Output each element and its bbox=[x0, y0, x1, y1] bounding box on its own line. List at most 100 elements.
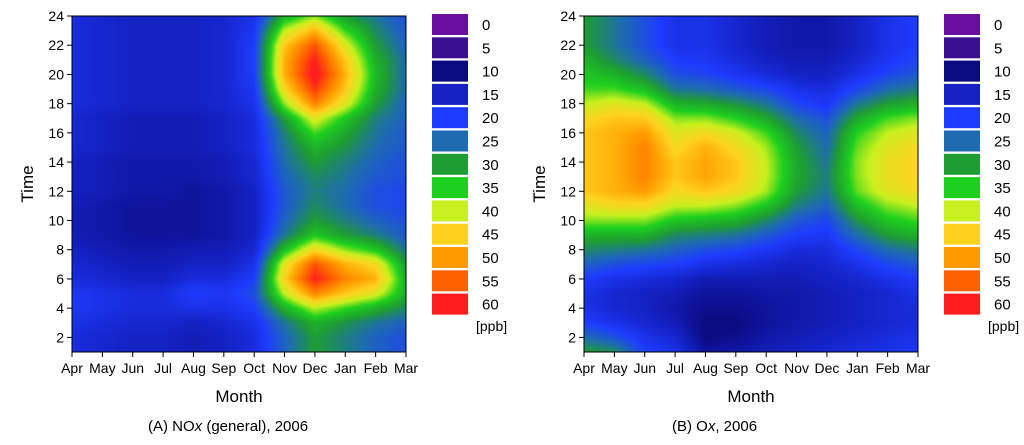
nox-legend-swatch bbox=[432, 60, 468, 82]
nox-legend-swatch bbox=[432, 130, 468, 152]
ox-x-tick-label: Nov bbox=[784, 360, 809, 376]
nox-legend-label: 5 bbox=[482, 40, 490, 57]
ox-y-tick-label: 22 bbox=[560, 37, 576, 53]
nox-heatmap-field bbox=[72, 16, 406, 352]
nox-x-tick-label: Jun bbox=[121, 360, 144, 376]
nox-y-tick-label: 8 bbox=[56, 242, 64, 258]
ox-x-tick-label: Jun bbox=[633, 360, 656, 376]
nox-x-tick-label: Sep bbox=[211, 360, 236, 376]
ox-legend-label: 40 bbox=[994, 203, 1011, 220]
ox-y-tick-label: 8 bbox=[568, 242, 576, 258]
nox-x-tick-label: Oct bbox=[243, 360, 265, 376]
ox-legend-label: 5 bbox=[994, 40, 1002, 57]
nox-legend-label: 10 bbox=[482, 64, 499, 81]
ox-legend-label: 20 bbox=[994, 110, 1011, 127]
ox-y-tick-label: 2 bbox=[568, 329, 576, 345]
ox-y-tick-label: 24 bbox=[560, 8, 576, 24]
ox-legend-swatch bbox=[944, 153, 980, 175]
nox-plot-frame bbox=[71, 15, 407, 353]
nox-y-tick-label: 6 bbox=[56, 271, 64, 287]
ox-legend-label: 30 bbox=[994, 157, 1011, 174]
nox-legend-swatch bbox=[432, 293, 468, 315]
nox-y-tick-label: 20 bbox=[48, 66, 64, 82]
ox-y-tick-label: 16 bbox=[560, 125, 576, 141]
ox-legend-label: 55 bbox=[994, 273, 1011, 290]
ox-y-tick-label: 10 bbox=[560, 213, 576, 229]
ox-legend-swatch bbox=[944, 107, 980, 129]
nox-x-tick-label: Nov bbox=[272, 360, 297, 376]
ox-y-tick-label: 6 bbox=[568, 271, 576, 287]
nox-x-tick-label: Mar bbox=[394, 360, 418, 376]
ox-legend-label: 25 bbox=[994, 134, 1011, 151]
nox-legend-label: 55 bbox=[482, 273, 499, 290]
nox-legend-swatch bbox=[432, 247, 468, 268]
nox-x-axis-label: Month bbox=[215, 387, 262, 406]
nox-legend-label: 40 bbox=[482, 203, 499, 220]
ox-x-axis-label: Month bbox=[727, 387, 774, 406]
nox-legend-swatch bbox=[432, 83, 468, 105]
nox-y-tick-label: 18 bbox=[48, 96, 64, 112]
nox-legend-swatch bbox=[432, 177, 468, 199]
ox-legend-label: 15 bbox=[994, 87, 1011, 104]
ox-legend-swatch bbox=[944, 293, 980, 315]
ox-x-tick-label: Jan bbox=[846, 360, 869, 376]
nox-legend-label: 25 bbox=[482, 134, 499, 151]
nox-y-tick-label: 12 bbox=[48, 183, 64, 199]
nox-legend-label: 50 bbox=[482, 250, 499, 267]
ox-x-tick-label: Oct bbox=[755, 360, 777, 376]
nox-y-tick-label: 16 bbox=[48, 125, 64, 141]
ox-y-tick-label: 20 bbox=[560, 66, 576, 82]
ox-x-tick-label: Dec bbox=[814, 360, 839, 376]
nox-x-tick-label: Apr bbox=[61, 360, 83, 376]
ox-legend-label: 35 bbox=[994, 180, 1011, 197]
nox-y-tick-label: 2 bbox=[56, 329, 64, 345]
ox-x-tick-label: May bbox=[601, 360, 627, 376]
nox-x-tick-label: Jul bbox=[154, 360, 172, 376]
ox-y-axis-label: Time bbox=[530, 165, 549, 202]
nox-legend-swatch bbox=[432, 223, 468, 245]
ox-legend-swatch bbox=[944, 130, 980, 152]
nox-x-tick-label: May bbox=[89, 360, 115, 376]
ox-legend-label: 45 bbox=[994, 227, 1011, 244]
nox-legend-label: 30 bbox=[482, 157, 499, 174]
ox-legend-unit: [ppb] bbox=[988, 318, 1019, 334]
ox-heatmap-field bbox=[584, 16, 918, 352]
nox-x-tick-label: Dec bbox=[302, 360, 327, 376]
nox-legend-label: 15 bbox=[482, 87, 499, 104]
nox-x-tick-label: Jan bbox=[334, 360, 357, 376]
nox-chart-caption: (A) NOx (general), 2006 bbox=[148, 418, 309, 435]
nox-legend-label: 0 bbox=[482, 17, 490, 34]
ox-legend-label: 10 bbox=[994, 64, 1011, 81]
ox-legend-swatch bbox=[944, 177, 980, 199]
ox-y-tick-label: 4 bbox=[568, 300, 576, 316]
ox-chart-caption: (B) Ox, 2006 bbox=[672, 418, 758, 435]
ox-legend-swatch bbox=[944, 223, 980, 245]
nox-legend-swatch bbox=[432, 270, 468, 292]
nox-y-axis-label: Time bbox=[18, 165, 37, 202]
ox-x-tick-label: Sep bbox=[723, 360, 748, 376]
nox-y-tick-label: 24 bbox=[48, 8, 64, 24]
nox-legend-swatch bbox=[432, 37, 468, 59]
ox-y-tick-label: 12 bbox=[560, 183, 576, 199]
nox-y-tick-label: 22 bbox=[48, 37, 64, 53]
ox-legend-swatch bbox=[944, 14, 980, 35]
nox-x-tick-label: Aug bbox=[181, 360, 206, 376]
nox-legend-label: 20 bbox=[482, 110, 499, 127]
ox-legend-swatch bbox=[944, 270, 980, 292]
nox-x-tick-label: Feb bbox=[364, 360, 388, 376]
nox-legend-label: 60 bbox=[482, 297, 499, 314]
ox-legend-swatch bbox=[944, 60, 980, 82]
ox-legend-label: 0 bbox=[994, 17, 1002, 34]
ox-y-tick-label: 14 bbox=[560, 154, 576, 170]
ox-x-tick-label: Jul bbox=[666, 360, 684, 376]
nox-legend-label: 35 bbox=[482, 180, 499, 197]
nox-y-tick-label: 10 bbox=[48, 213, 64, 229]
nox-legend-unit: [ppb] bbox=[476, 318, 507, 334]
nox-y-tick-label: 14 bbox=[48, 154, 64, 170]
ox-plot-frame bbox=[583, 15, 919, 353]
ox-x-tick-label: Mar bbox=[906, 360, 930, 376]
ox-legend-label: 60 bbox=[994, 297, 1011, 314]
nox-legend-swatch bbox=[432, 14, 468, 35]
